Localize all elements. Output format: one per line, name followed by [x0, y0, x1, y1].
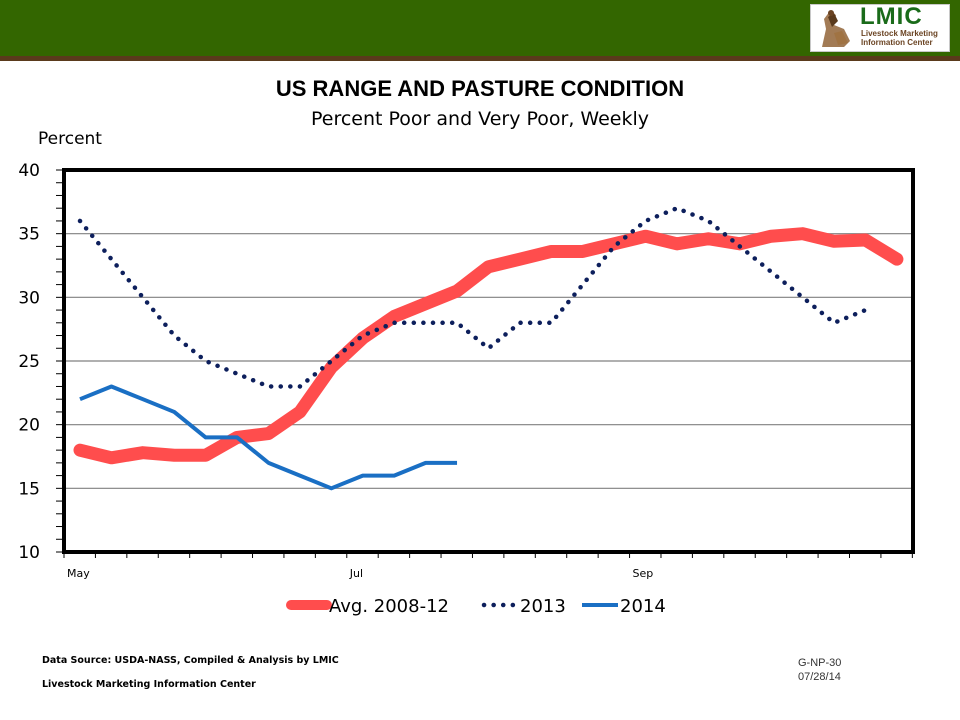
legend-label: Avg. 2008-12 [329, 596, 449, 617]
y-tick-label: 30 [18, 288, 40, 308]
legend: Avg. 2008-12 2013 2014 [286, 596, 666, 617]
logo-subtitle-line1: Livestock Marketing [861, 29, 938, 38]
y-tick-label: 10 [18, 543, 40, 563]
org-name: Livestock Marketing Information Center [42, 679, 256, 690]
plot-frame [62, 168, 915, 554]
series-line-avg-2008-12 [73, 227, 904, 465]
logo-subtitle-line2: Information Center [861, 38, 933, 47]
chart-title: US RANGE AND PASTURE CONDITION [275, 76, 685, 101]
logo-subtitle: Livestock Marketing Information Center [861, 29, 938, 47]
x-tick-label: May [67, 567, 90, 580]
data-source-note: Data Source: USDA-NASS, Compiled & Analy… [42, 655, 339, 666]
x-tick-label: Sep [633, 567, 654, 580]
y-axis-label: Percent [38, 129, 102, 149]
chart-code: G-NP-30 07/28/14 [798, 656, 841, 684]
legend-label: 2013 [520, 596, 566, 617]
header-stripe [0, 56, 960, 61]
series-line-2014 [79, 384, 458, 491]
chart-subtitle: Percent Poor and Very Poor, Weekly [310, 108, 649, 130]
x-tick-label: Jul [349, 567, 363, 580]
cowboy-horse-icon [822, 10, 850, 47]
header-bar [0, 0, 960, 56]
y-tick-label: 35 [18, 225, 40, 245]
chart-date: 07/28/14 [798, 671, 841, 683]
y-tick-label: 15 [18, 479, 40, 499]
lmic-logo: LMIC Livestock Marketing Information Cen… [810, 3, 950, 52]
axes: 10 15 20 25 30 35 40 May Jul Sep [18, 161, 915, 580]
legend-label: 2014 [620, 596, 666, 617]
y-tick-label: 40 [18, 161, 40, 181]
chart-id: G-NP-30 [798, 657, 842, 669]
gridlines [64, 233, 913, 489]
series-layer [73, 205, 904, 491]
y-tick-label: 25 [18, 352, 40, 372]
logo-title: LMIC [860, 3, 923, 30]
y-tick-label: 20 [18, 416, 40, 436]
